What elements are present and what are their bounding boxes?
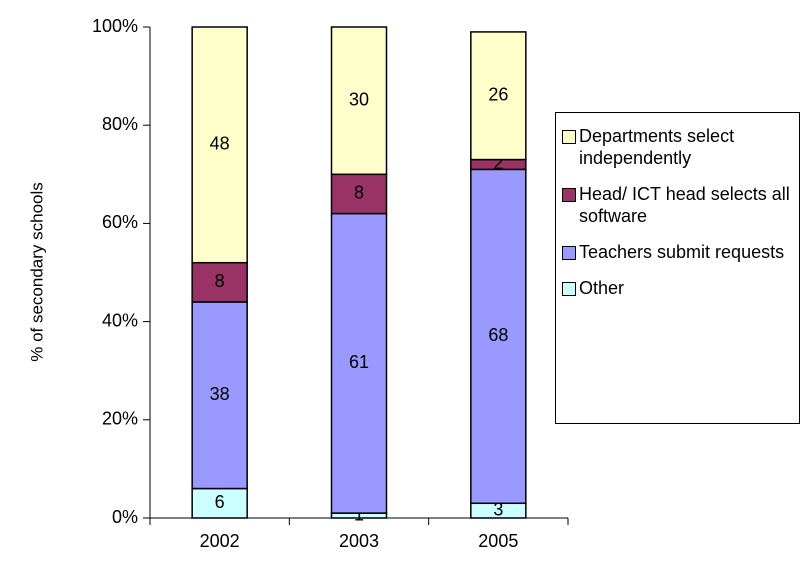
bar-segment <box>191 261 248 303</box>
y-tick-label: 20% <box>102 409 138 429</box>
y-tick-label: 40% <box>102 310 138 330</box>
legend-swatch <box>562 282 576 296</box>
legend-label: Teachers submit requests <box>579 242 785 262</box>
data-label: 1 <box>354 504 364 524</box>
data-label: 8 <box>354 183 364 203</box>
legend-swatch <box>562 188 576 202</box>
legend: Departments select independently Head/ IC… <box>555 112 800 424</box>
data-label: 48 <box>210 134 230 154</box>
data-label: 38 <box>210 384 230 404</box>
y-tick-label: 100% <box>92 16 138 36</box>
bar-segment <box>191 301 248 490</box>
y-axis-label: % of secondary schools <box>27 182 46 362</box>
data-label: 8 <box>215 271 225 291</box>
legend-entry: Head/ ICT head selects all software <box>562 183 795 227</box>
y-tick-label: 60% <box>102 212 138 232</box>
data-label: 2 <box>493 153 503 173</box>
legend-entry: Departments select independently <box>562 125 795 169</box>
data-label: 68 <box>488 325 508 345</box>
y-tick-label: 0% <box>112 507 138 527</box>
legend-label: Other <box>579 278 625 298</box>
data-label: 6 <box>215 492 225 512</box>
x-tick-label: 2002 <box>200 531 240 551</box>
legend-entry: Other <box>562 277 795 299</box>
legend-entry: Teachers submit requests <box>562 241 795 263</box>
legend-label: Head/ ICT head selects all software <box>579 184 790 226</box>
y-tick-label: 80% <box>102 114 138 134</box>
legend-swatch <box>562 246 576 260</box>
bar-segment <box>330 212 388 514</box>
data-label: 26 <box>488 84 508 104</box>
bar-segment <box>330 26 388 176</box>
bar-segment <box>470 31 527 161</box>
data-label: 30 <box>349 89 369 109</box>
x-tick-label: 2005 <box>478 531 518 551</box>
data-label: 61 <box>349 352 369 372</box>
bar-segment <box>191 26 248 264</box>
bar-segment <box>191 487 248 519</box>
bar-segment <box>470 168 527 505</box>
x-tick-label: 2003 <box>339 531 379 551</box>
legend-label: Departments select independently <box>579 126 735 168</box>
legend-swatch <box>562 130 576 144</box>
data-label: 3 <box>493 499 503 519</box>
